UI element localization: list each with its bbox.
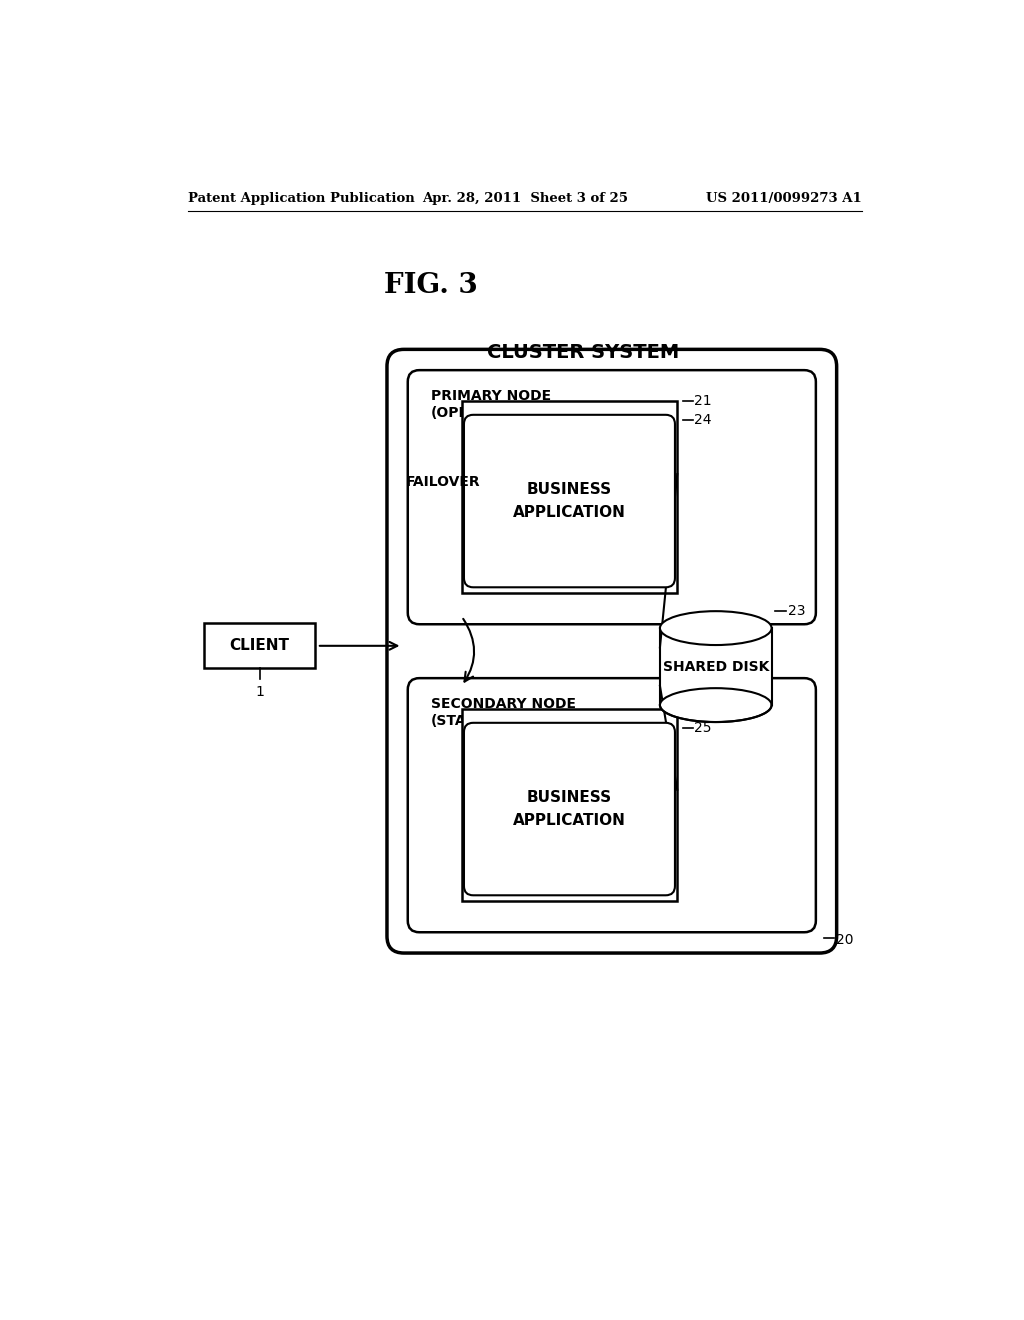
Bar <box>462 401 677 594</box>
Text: 25: 25 <box>694 721 712 735</box>
FancyBboxPatch shape <box>387 350 837 953</box>
Text: PRIMARY NODE
(OPERATING): PRIMARY NODE (OPERATING) <box>431 389 551 420</box>
Text: FAILOVER: FAILOVER <box>406 475 480 488</box>
Bar <box>204 623 315 668</box>
Text: Patent Application Publication: Patent Application Publication <box>188 191 415 205</box>
Bar <box>462 709 677 902</box>
Bar <box>659 628 772 705</box>
Ellipse shape <box>659 688 772 722</box>
Text: SHARED DISK: SHARED DISK <box>663 660 769 673</box>
Ellipse shape <box>659 611 772 645</box>
Text: 22: 22 <box>694 702 712 715</box>
Text: 20: 20 <box>836 933 853 946</box>
Text: BUSINESS
APPLICATION: BUSINESS APPLICATION <box>513 791 626 828</box>
Text: 1: 1 <box>255 685 264 700</box>
Text: BUSINESS
APPLICATION: BUSINESS APPLICATION <box>513 482 626 520</box>
Text: FIG. 3: FIG. 3 <box>384 272 478 298</box>
Text: CLIENT: CLIENT <box>229 639 290 653</box>
FancyBboxPatch shape <box>464 723 675 895</box>
Text: CLUSTER SYSTEM: CLUSTER SYSTEM <box>487 343 680 362</box>
Text: 21: 21 <box>694 393 712 408</box>
FancyBboxPatch shape <box>408 678 816 932</box>
FancyBboxPatch shape <box>408 370 816 624</box>
Text: 23: 23 <box>787 605 805 618</box>
Text: Apr. 28, 2011  Sheet 3 of 25: Apr. 28, 2011 Sheet 3 of 25 <box>422 191 628 205</box>
Ellipse shape <box>659 688 772 722</box>
Text: 24: 24 <box>694 413 712 428</box>
FancyBboxPatch shape <box>464 414 675 587</box>
Text: US 2011/0099273 A1: US 2011/0099273 A1 <box>707 191 862 205</box>
Text: SECONDARY NODE
(STANDBY): SECONDARY NODE (STANDBY) <box>431 697 575 727</box>
